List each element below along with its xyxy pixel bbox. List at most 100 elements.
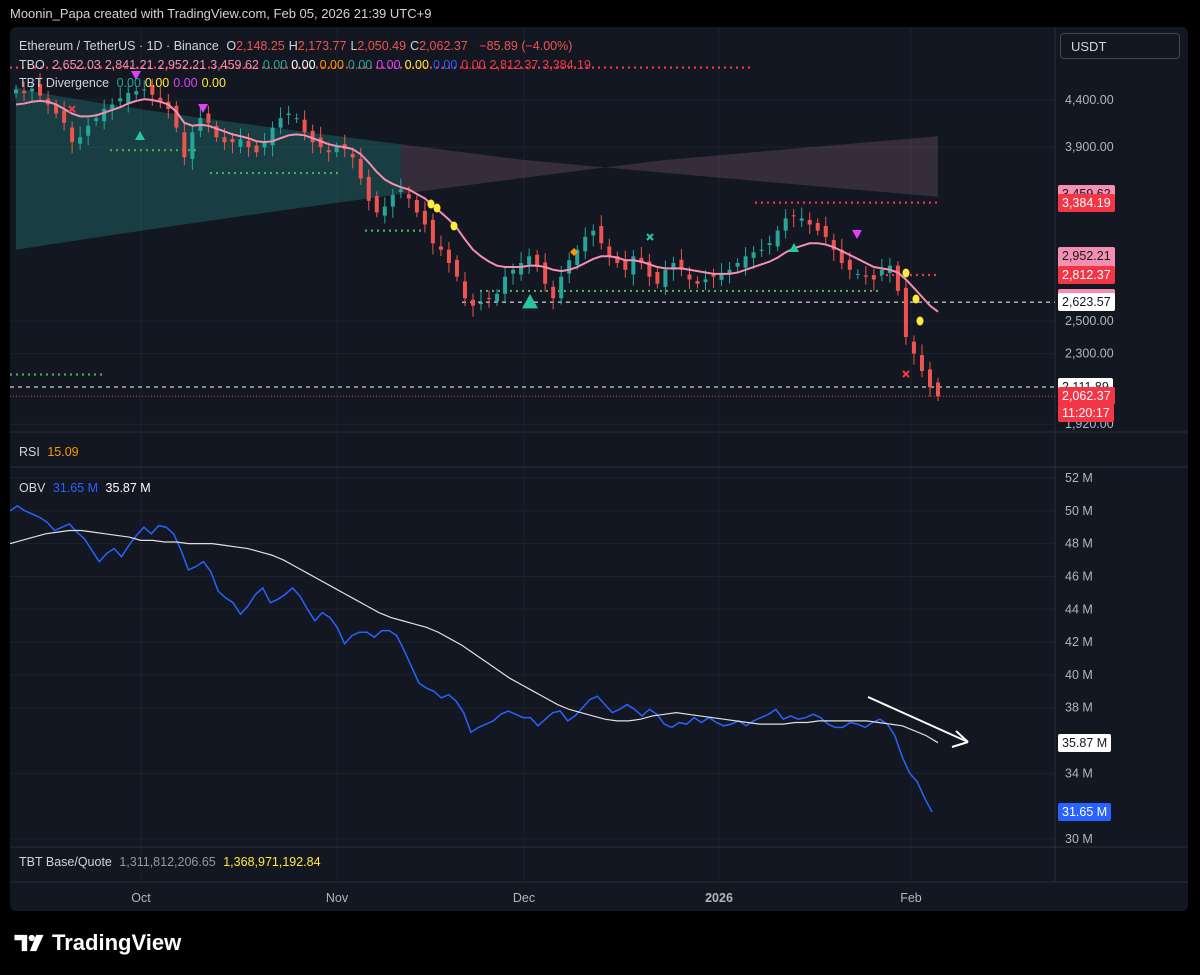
obv-tick-label: 40 M xyxy=(1065,668,1093,682)
candle-body xyxy=(126,92,131,103)
candle-body xyxy=(936,382,940,397)
trend-arrowhead xyxy=(951,730,969,748)
candle-body xyxy=(727,269,732,274)
candle-body xyxy=(559,276,564,299)
obv-ma-scale-label: 35.87 M xyxy=(1058,733,1112,752)
candle-body xyxy=(511,269,516,274)
ohlc-value: 2,148.25 xyxy=(236,39,285,53)
candle-body xyxy=(839,249,844,263)
candle-body xyxy=(206,113,211,123)
candle-body xyxy=(86,125,91,136)
price-tick-label: 2,500.00 xyxy=(1065,314,1114,328)
candle-body xyxy=(623,259,628,270)
divergence-dot xyxy=(433,203,441,213)
candle-body xyxy=(663,269,668,287)
divergence-value: 0.00 xyxy=(201,76,226,90)
candle-body xyxy=(30,88,35,92)
candle-body xyxy=(438,246,443,250)
candle-body xyxy=(631,256,636,275)
candle-body xyxy=(751,252,756,258)
cross-marker xyxy=(902,370,910,378)
obv-label[interactable]: OBV xyxy=(19,481,46,495)
candle-body xyxy=(799,218,804,221)
obv-tick-label: 38 M xyxy=(1065,701,1093,715)
candle-body xyxy=(190,132,195,159)
tradingview-wordmark: TradingView xyxy=(52,930,182,955)
candle-body xyxy=(470,299,475,306)
candle-body xyxy=(134,91,139,95)
divergence-label[interactable]: TBT Divergence xyxy=(19,76,110,90)
candle-body xyxy=(454,259,459,277)
candle-body xyxy=(366,176,371,201)
rsi-value: 15.09 xyxy=(47,445,79,459)
candle-body xyxy=(639,257,644,263)
trend-arrow xyxy=(867,696,969,743)
symbol-title[interactable]: Ethereum / TetherUS · 1D · Binance xyxy=(19,39,219,53)
symbol-legend: Ethereum / TetherUS · 1D · Binance O2,14… xyxy=(19,39,576,53)
candle-body xyxy=(14,89,18,94)
candle-body xyxy=(575,249,580,266)
candle-body xyxy=(78,137,83,144)
obv-ma-line xyxy=(10,529,939,744)
price-scale-label: 2,623.57 xyxy=(1058,293,1115,312)
price-scale-label: 2,952.21 xyxy=(1058,247,1115,265)
price-scale-label: 3,384.19 xyxy=(1058,193,1115,212)
candle-body xyxy=(382,206,387,216)
candle-body xyxy=(743,256,748,268)
sell-signal-marker xyxy=(198,104,208,113)
rsi-label[interactable]: RSI xyxy=(19,445,40,459)
tbo-value: 0.00 xyxy=(291,58,316,72)
candle-body xyxy=(823,225,828,237)
candle-body xyxy=(22,91,27,93)
chart-canvas[interactable]: 4,400.003,900.002,500.002,300.001,920.00… xyxy=(10,27,1188,911)
tbo-value: 0.00 xyxy=(432,58,458,72)
obv-line xyxy=(10,504,933,813)
tbo-value: 2,952.21 xyxy=(157,58,207,72)
time-tick-label: Nov xyxy=(326,891,349,905)
currency-selector[interactable]: USDT xyxy=(1060,33,1180,59)
price-tick-label: 4,400.00 xyxy=(1065,93,1114,107)
tbo-label[interactable]: TBO xyxy=(19,58,45,72)
ohlc-key: H xyxy=(288,39,298,53)
tbt-label[interactable]: TBT Base/Quote xyxy=(19,855,112,869)
candle-body xyxy=(446,249,451,263)
divergence-value: 0.00 xyxy=(116,76,141,90)
obv-value: 31.65 M xyxy=(52,481,99,495)
tbo-value: 2,652.03 xyxy=(52,58,101,72)
candle-body xyxy=(719,273,724,280)
ohlc-values: O2,148.25 H2,173.77 L2,050.49 C2,062.37 xyxy=(226,39,471,53)
candle-body xyxy=(919,355,924,371)
rsi-legend: RSI 15.09 xyxy=(19,445,83,459)
tbo-value: 0.00 xyxy=(461,58,486,72)
candle-body xyxy=(735,262,740,267)
tradingview-logo: TradingView xyxy=(12,930,181,956)
sell-signal-marker xyxy=(131,71,141,80)
candle-body xyxy=(583,236,588,252)
candle-body xyxy=(158,97,163,102)
candle-body xyxy=(927,369,932,388)
candle-body xyxy=(767,243,772,246)
candle-body xyxy=(38,83,43,96)
candle-body xyxy=(358,158,363,179)
candle-body xyxy=(414,200,419,213)
tradingview-logo-icon xyxy=(14,934,44,952)
candle-body xyxy=(711,274,716,277)
strong-buy-marker xyxy=(522,294,538,309)
candle-body xyxy=(807,219,812,225)
cloud-bearish xyxy=(400,136,938,197)
price-tick-label: 2,300.00 xyxy=(1065,347,1114,361)
ohlc-key: O xyxy=(226,39,237,53)
candle-body xyxy=(607,246,612,257)
candle-body xyxy=(671,262,676,270)
divergence-dot xyxy=(450,221,458,231)
candle-body xyxy=(182,132,187,158)
countdown-label: 11:20:17 xyxy=(1058,404,1114,423)
tbo-value: 0.00 xyxy=(347,58,373,72)
candle-body xyxy=(102,108,107,122)
tbo-value: 0.00 xyxy=(319,58,344,72)
candle-body xyxy=(591,230,596,236)
candle-body xyxy=(599,225,604,244)
candle-body xyxy=(278,118,283,128)
candle-body xyxy=(430,219,435,244)
candle-body xyxy=(262,142,267,148)
